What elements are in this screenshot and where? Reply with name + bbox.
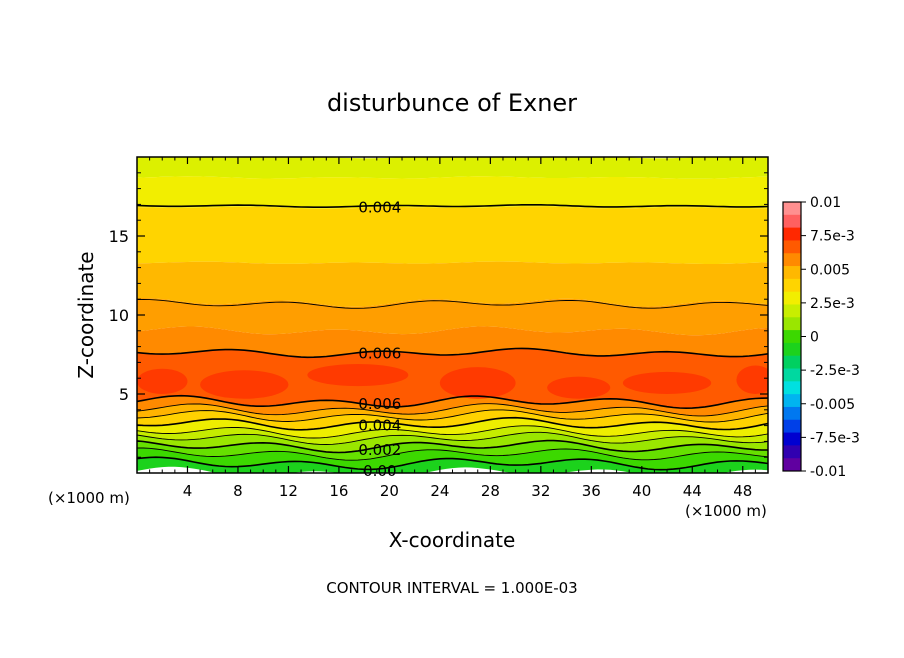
colorbar-swatch <box>783 266 801 280</box>
field-band-7 <box>137 395 768 416</box>
field-band-2 <box>137 206 768 264</box>
colorbar-swatch <box>783 406 801 421</box>
contour-label-3: 0.004 <box>358 417 401 435</box>
x-tick-label: 36 <box>582 482 601 500</box>
colorbar-label: 0.01 <box>810 195 841 211</box>
x-axis-label: X-coordinate <box>389 528 516 552</box>
colorbar-label: 0.005 <box>810 262 850 278</box>
max-region-3 <box>439 367 516 399</box>
field-band-4 <box>137 298 768 336</box>
contour-line-4 <box>137 403 768 417</box>
contour-line-2 <box>137 347 768 359</box>
colorbar-swatch <box>783 214 801 229</box>
x-tick-label: 8 <box>233 482 243 500</box>
colorbar-swatch <box>783 432 801 446</box>
colorbar-swatch <box>783 368 801 382</box>
field-band-12 <box>137 432 768 453</box>
y-tick-label: 10 <box>109 306 129 325</box>
colorbar-swatch <box>783 394 801 408</box>
colorbar-swatch <box>783 291 801 305</box>
y-tick-label: 5 <box>119 385 129 404</box>
max-region-6 <box>736 365 768 394</box>
colorbar-swatch <box>783 253 801 267</box>
colorbar-swatch <box>783 330 801 344</box>
contour-line-8 <box>137 431 768 445</box>
y-axis-label: Z-coordinate <box>74 251 98 378</box>
colorbar-swatch <box>783 317 801 331</box>
colorbar-label: -0.01 <box>810 464 846 480</box>
colorbar-swatch <box>783 355 801 370</box>
x-tick-label: 28 <box>481 482 500 500</box>
contour-label-1: 0.006 <box>358 345 401 363</box>
colorbar-label: -0.005 <box>810 397 855 413</box>
contour-line-11 <box>137 456 768 471</box>
colorbar-label: 0 <box>810 330 819 346</box>
field-band-3 <box>137 261 768 307</box>
x-tick-label: 12 <box>279 482 298 500</box>
max-region-0 <box>137 368 188 394</box>
contour-line-9 <box>137 439 768 454</box>
contour-interval: CONTOUR INTERVAL = 1.000E-03 <box>326 579 577 597</box>
field-band-15 <box>137 457 768 473</box>
y-tick-label: 15 <box>109 227 129 246</box>
x-unit-right: (×1000 m) <box>685 502 767 520</box>
x-tick-label: 32 <box>531 482 550 500</box>
field-band-5 <box>137 326 768 358</box>
colorbar-label: 2.5e-3 <box>810 296 855 312</box>
colorbar-swatch <box>783 304 801 318</box>
field-band-0 <box>137 157 768 179</box>
max-region-5 <box>622 371 712 394</box>
colorbar-swatch <box>783 240 801 254</box>
contour-label-5: 0.00 <box>363 462 396 480</box>
x-tick-label: 48 <box>733 482 752 500</box>
contour-line-7 <box>137 425 768 439</box>
max-region-4 <box>547 376 611 399</box>
contour-line-5 <box>137 409 768 423</box>
y-axis: 5 10 15 <box>109 172 768 458</box>
x-unit-left: (×1000 m) <box>48 489 130 507</box>
max-region-2 <box>307 363 409 387</box>
colorbar-swatch <box>783 381 801 395</box>
colorbar: 0.01 7.5e-3 0.005 2.5e-3 0 -2.5e-3 -0.005 -7.5e… <box>782 195 860 480</box>
colorbar-swatch <box>783 278 801 293</box>
x-tick-label: 20 <box>380 482 399 500</box>
colorbar-swatch <box>783 419 801 434</box>
contour-line-6 <box>137 416 768 431</box>
x-tick-label: 4 <box>183 482 193 500</box>
colorbar-swatch <box>783 227 801 241</box>
field-band-14 <box>137 448 768 470</box>
contour-label-2: 0.006 <box>358 395 401 413</box>
contour-line-3 <box>137 394 768 410</box>
contour-lines <box>137 204 768 471</box>
x-tick-label: 16 <box>329 482 348 500</box>
x-tick-label: 40 <box>632 482 651 500</box>
contour-labels: 0.004 0.006 0.006 0.004 0.002 0.00 <box>358 198 401 480</box>
x-axis: 4 8 12 16 20 24 28 32 36 40 44 48 <box>149 157 756 500</box>
colorbar-label: 7.5e-3 <box>810 229 855 245</box>
x-tick-label: 44 <box>683 482 702 500</box>
contour-line-0 <box>137 204 768 208</box>
chart-title: disturbunce of Exner <box>327 89 577 117</box>
field-band-10 <box>137 417 768 438</box>
contour-line-10 <box>137 447 768 461</box>
contour-label-4: 0.002 <box>358 441 401 459</box>
max-region-1 <box>200 370 289 399</box>
contour-line-1 <box>137 299 768 309</box>
x-tick-label: 24 <box>430 482 449 500</box>
contour-label-0: 0.004 <box>358 198 401 216</box>
field-band-11 <box>137 425 768 445</box>
field-band-9 <box>137 409 768 430</box>
colorbar-swatch <box>783 458 801 472</box>
colorbar-swatch <box>783 445 801 459</box>
plot-area <box>137 157 768 473</box>
colorbar-label: -7.5e-3 <box>810 430 860 446</box>
field-band-1 <box>137 176 768 209</box>
colorbar-swatch <box>783 342 801 357</box>
colorbar-swatch <box>783 202 801 216</box>
colorbar-label: -2.5e-3 <box>810 363 860 379</box>
